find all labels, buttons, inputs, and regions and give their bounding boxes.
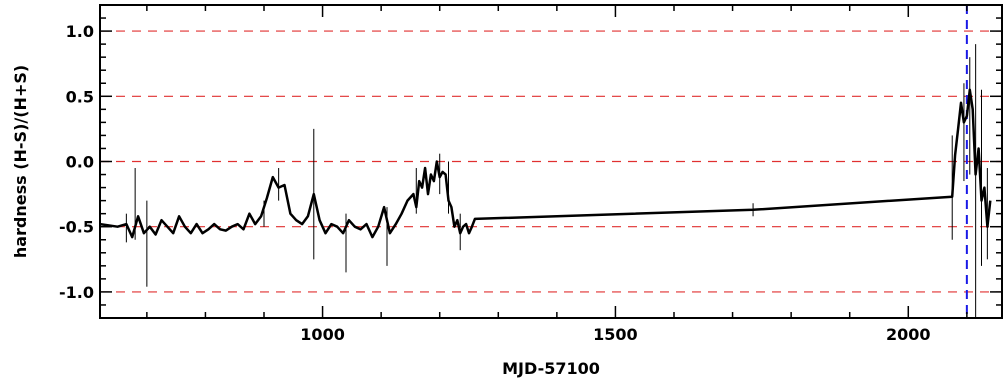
y-axis-ticks: 1.0 0.5 0.0 -0.5 -1.0 [59,17,1002,306]
hardness-series-line [99,88,992,239]
horizontal-reference-lines [100,30,1002,293]
y-tick-label: 0.5 [66,87,94,106]
y-tick-label: -1.0 [59,283,94,302]
x-tick-label: 1000 [300,325,345,344]
y-tick-label: 0.0 [66,153,94,172]
x-axis-title: MJD-57100 [502,359,600,378]
x-tick-label: 1500 [593,325,638,344]
y-tick-label: 1.0 [66,22,94,41]
error-bars [125,44,988,318]
x-axis-ticks: 1000 1500 2000 [146,5,968,344]
x-tick-label: 2000 [886,325,931,344]
y-axis-title: hardness (H-S)/(H+S) [11,65,30,258]
y-tick-label: -0.5 [59,218,94,237]
